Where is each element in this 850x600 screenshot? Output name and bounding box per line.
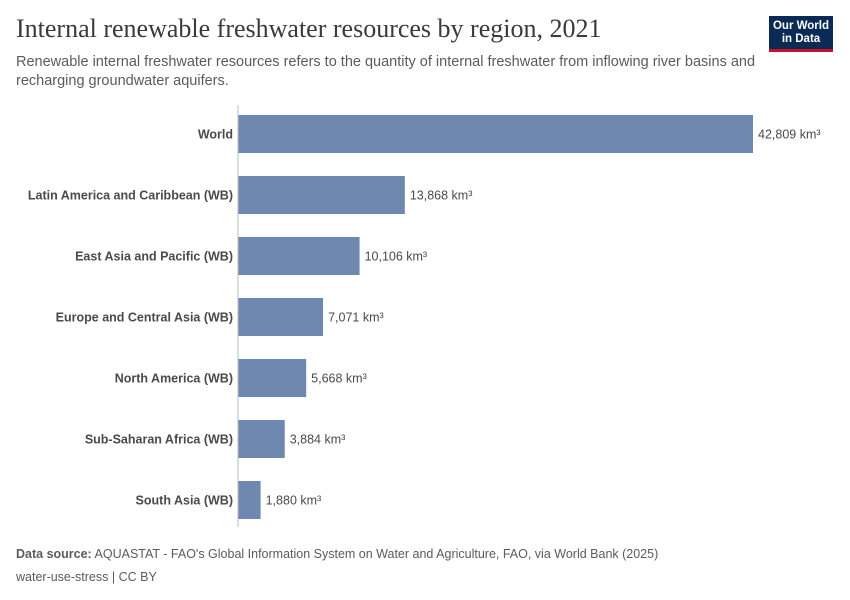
bar[interactable] xyxy=(238,298,324,336)
bars-layer: World 42,809 km³ Latin America and Caribbe… xyxy=(28,115,821,519)
source-text[interactable]: AQUASTAT - FAO's Global Information Syst… xyxy=(94,547,659,561)
bar[interactable] xyxy=(238,115,753,153)
bar[interactable] xyxy=(238,420,285,458)
chart-subtitle: Renewable internal freshwater resources … xyxy=(16,54,756,89)
bar[interactable] xyxy=(238,481,261,519)
logo-line-1: Our World xyxy=(772,20,829,32)
category-label: South Asia (WB) xyxy=(136,494,233,508)
category-label: World xyxy=(198,128,233,142)
chart-title: Internal renewable freshwater resources … xyxy=(16,14,602,43)
value-label: 3,884 km³ xyxy=(290,433,346,447)
source-label: Data source: xyxy=(16,547,92,561)
category-label: North America (WB) xyxy=(115,372,233,386)
logo-line-2: in Data xyxy=(781,33,821,45)
bar[interactable] xyxy=(238,359,307,397)
category-label: Sub-Saharan Africa (WB) xyxy=(85,433,233,447)
footer-source: Data source: AQUASTAT - FAO's Global Inf… xyxy=(16,547,658,561)
bar[interactable] xyxy=(238,237,360,275)
value-label: 5,668 km³ xyxy=(311,372,367,386)
category-label: East Asia and Pacific (WB) xyxy=(75,250,233,264)
footer-license[interactable]: water-use-stress | CC BY xyxy=(16,570,157,584)
bar[interactable] xyxy=(238,176,405,214)
category-label: Latin America and Caribbean (WB) xyxy=(28,189,233,203)
value-label: 1,880 km³ xyxy=(266,494,322,508)
value-label: 10,106 km³ xyxy=(365,250,428,264)
category-label: Europe and Central Asia (WB) xyxy=(56,311,233,325)
value-label: 42,809 km³ xyxy=(758,128,821,142)
value-label: 13,868 km³ xyxy=(410,189,473,203)
owid-logo[interactable]: Our World in Data xyxy=(769,16,833,52)
value-label: 7,071 km³ xyxy=(328,311,384,325)
